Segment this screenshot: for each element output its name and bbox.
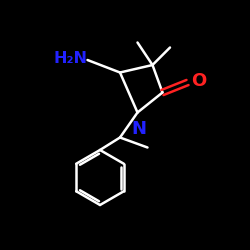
Text: H₂N: H₂N [54, 51, 88, 66]
Text: O: O [191, 72, 206, 90]
Text: N: N [131, 120, 146, 138]
